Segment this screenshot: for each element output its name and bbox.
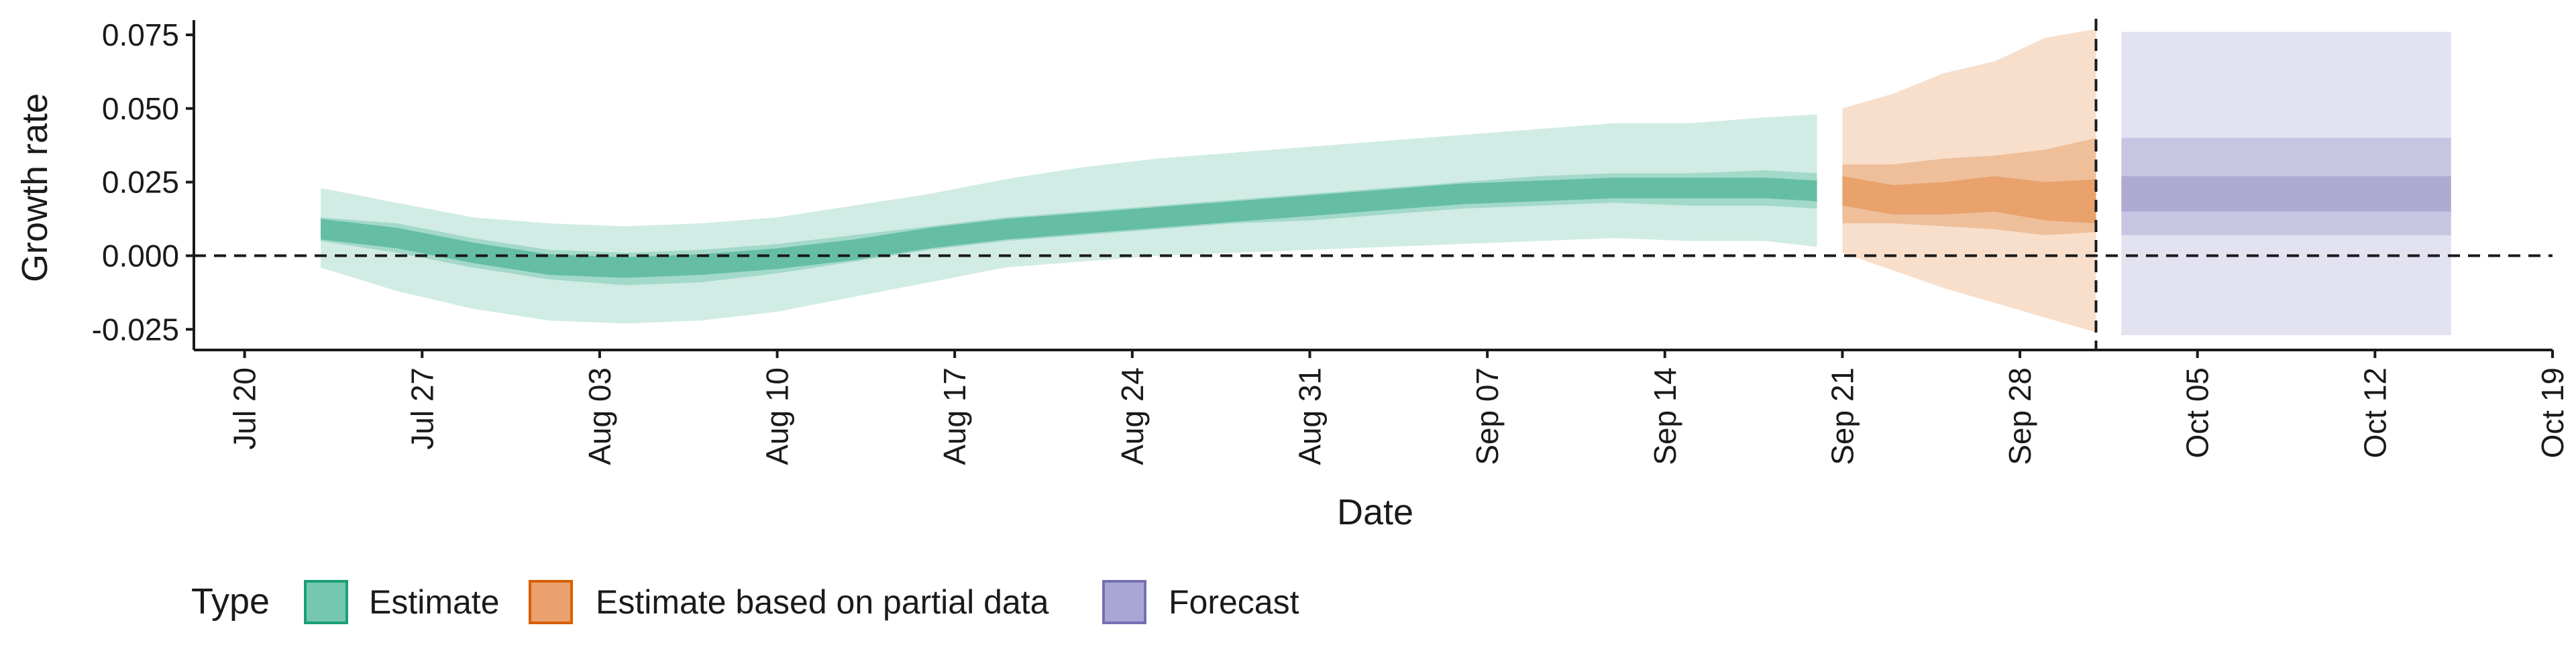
x-tick-label: Jul 27 [405,367,439,450]
legend-swatch-estimate_partial [529,580,573,624]
band-20-estimate_partial [1842,176,2096,224]
legend: Type Estimate Estimate based on partial d… [191,580,1299,624]
plot-area [194,19,2553,350]
median-band-estimate [321,178,1817,278]
x-axis-title: Date [1337,492,1413,532]
band-50-estimate [321,170,1817,286]
y-tick-label: 0.000 [102,238,179,273]
axes: -0.025 0.000 0.025 0.050 0.075 Jul 20 Jul 27 Au… [92,17,2570,465]
y-tick-label: 0.050 [102,91,179,126]
series-estimate [321,114,1817,324]
band-50-forecast [2121,137,2451,235]
x-tick-label: Oct 19 [2535,367,2570,459]
series-forecast [2121,32,2451,335]
legend-swatch-forecast [1102,580,1146,624]
x-tick-label: Aug 17 [937,367,972,465]
band-50-estimate_partial [1842,137,2096,235]
x-tick-label: Aug 31 [1293,367,1328,465]
x-tick-label: Oct 12 [2357,367,2392,459]
band-90-forecast [2121,32,2451,335]
x-tick-label: Sep 07 [1470,367,1505,465]
series-estimate_partial [1842,29,2096,333]
legend-label-estimate: Estimate [369,583,500,621]
legend-title: Type [191,581,270,622]
x-tick-label: Aug 10 [760,367,795,465]
x-tick-label: Sep 28 [2002,367,2037,465]
band-20-forecast [2121,176,2451,212]
x-tick-label: Sep 14 [1648,367,1682,465]
y-axis-title: Growth rate [15,93,55,282]
x-tick-label: Oct 05 [2180,367,2215,459]
band-90-estimate [321,114,1817,324]
y-tick-label: 0.075 [102,17,179,52]
x-tick-label: Aug 03 [582,367,617,465]
y-tick-label: -0.025 [92,312,179,347]
y-tick-label: 0.025 [102,165,179,200]
x-tick-label: Aug 24 [1115,367,1150,465]
legend-swatch-estimate [304,580,348,624]
legend-label-estimate_partial: Estimate based on partial data [596,583,1049,621]
x-tick-label: Jul 20 [227,367,262,450]
legend-label-forecast: Forecast [1169,583,1299,621]
x-tick-label: Sep 21 [1825,367,1860,465]
